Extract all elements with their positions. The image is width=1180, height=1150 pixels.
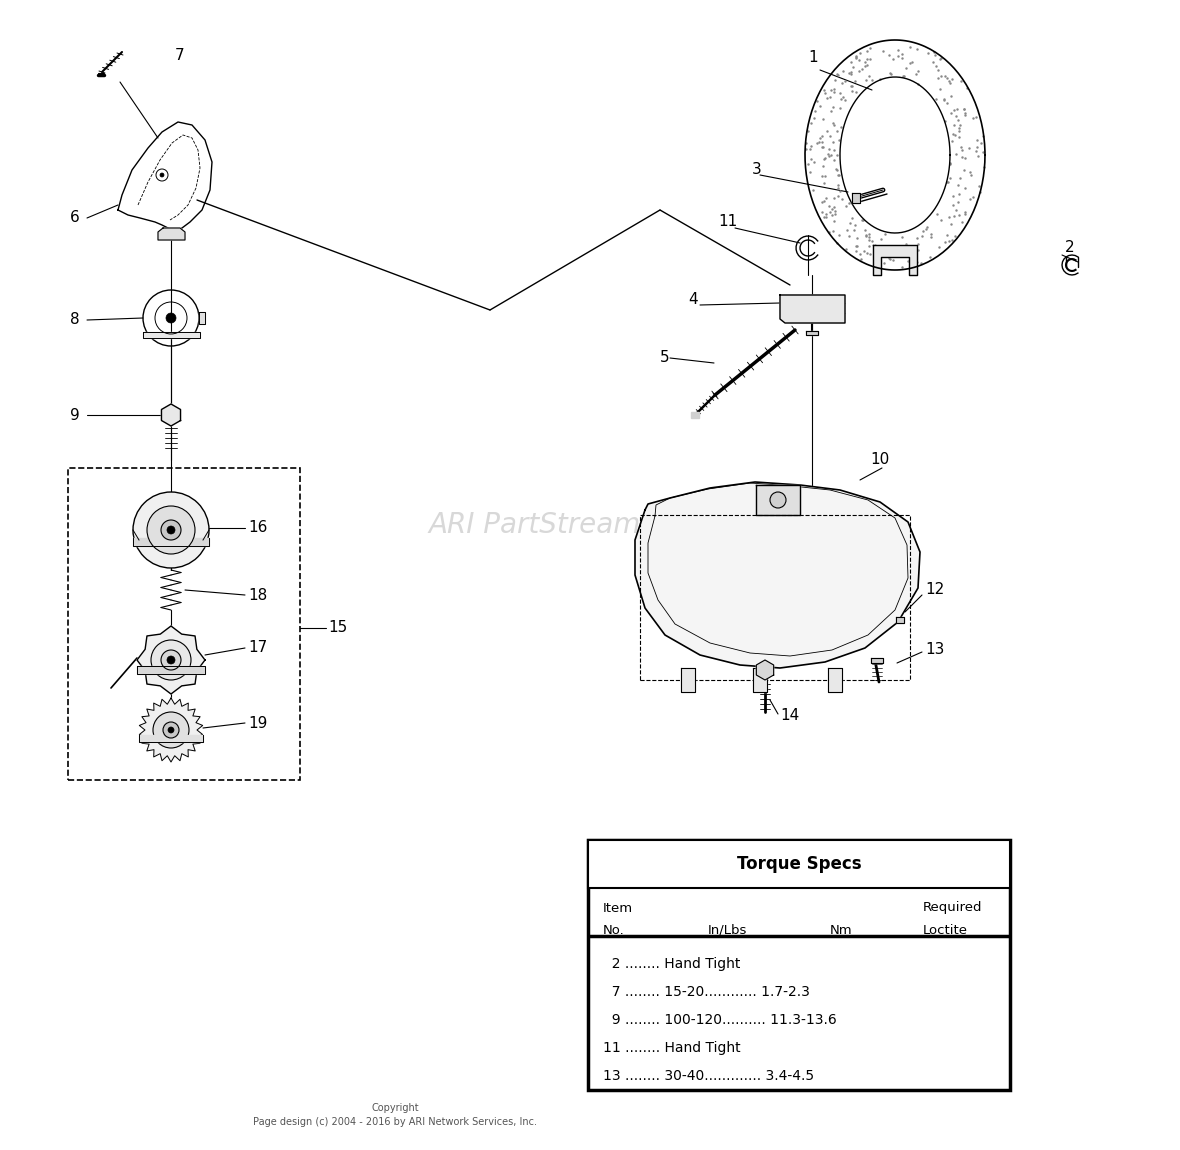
Text: 13: 13 bbox=[925, 643, 944, 658]
Polygon shape bbox=[753, 668, 767, 692]
Polygon shape bbox=[143, 332, 199, 338]
Text: 17: 17 bbox=[248, 641, 267, 656]
Polygon shape bbox=[871, 658, 883, 664]
Polygon shape bbox=[139, 735, 203, 742]
Circle shape bbox=[148, 506, 195, 554]
Text: 11: 11 bbox=[717, 215, 738, 230]
Circle shape bbox=[168, 727, 173, 733]
Text: 13 ........ 30-40............. 3.4-4.5: 13 ........ 30-40............. 3.4-4.5 bbox=[603, 1070, 814, 1083]
Text: 5: 5 bbox=[660, 351, 669, 366]
Text: 2 ........ Hand Tight: 2 ........ Hand Tight bbox=[603, 957, 740, 971]
Circle shape bbox=[151, 641, 191, 680]
Text: 11 ........ Hand Tight: 11 ........ Hand Tight bbox=[603, 1041, 741, 1055]
Polygon shape bbox=[896, 618, 904, 623]
Text: 7: 7 bbox=[175, 47, 184, 62]
Text: 9 ........ 100-120.......... 11.3-13.6: 9 ........ 100-120.......... 11.3-13.6 bbox=[603, 1013, 837, 1027]
Circle shape bbox=[160, 520, 181, 540]
Polygon shape bbox=[806, 331, 818, 335]
Text: Loctite: Loctite bbox=[923, 923, 968, 936]
Text: Copyright: Copyright bbox=[372, 1103, 419, 1113]
Circle shape bbox=[163, 722, 179, 738]
Text: In/Lbs: In/Lbs bbox=[708, 923, 747, 936]
Bar bbox=[640, 515, 910, 680]
Text: 1: 1 bbox=[808, 51, 818, 66]
Text: 16: 16 bbox=[248, 521, 268, 536]
Circle shape bbox=[166, 313, 176, 323]
Text: 4: 4 bbox=[688, 292, 697, 307]
Circle shape bbox=[133, 492, 209, 568]
Circle shape bbox=[153, 712, 189, 748]
Text: 6: 6 bbox=[70, 210, 80, 225]
Text: 8: 8 bbox=[70, 313, 79, 328]
Polygon shape bbox=[118, 122, 212, 230]
Bar bbox=[588, 840, 1010, 888]
Polygon shape bbox=[635, 482, 920, 668]
Text: 2: 2 bbox=[1066, 240, 1075, 255]
Text: 12: 12 bbox=[925, 583, 944, 598]
Bar bbox=[588, 840, 1010, 1090]
Text: 3: 3 bbox=[752, 162, 762, 177]
Text: 14: 14 bbox=[780, 707, 799, 722]
Circle shape bbox=[168, 656, 175, 664]
Polygon shape bbox=[162, 404, 181, 426]
Polygon shape bbox=[137, 666, 205, 674]
Polygon shape bbox=[756, 485, 800, 515]
Polygon shape bbox=[158, 228, 185, 240]
Polygon shape bbox=[780, 296, 845, 323]
Bar bbox=[68, 468, 300, 780]
Text: Required: Required bbox=[923, 902, 983, 914]
Text: 18: 18 bbox=[248, 588, 267, 603]
Text: Torque Specs: Torque Specs bbox=[736, 854, 861, 873]
Circle shape bbox=[168, 526, 175, 534]
Polygon shape bbox=[828, 668, 843, 692]
Polygon shape bbox=[756, 660, 774, 680]
Polygon shape bbox=[137, 626, 205, 693]
Text: No.: No. bbox=[603, 923, 624, 936]
Circle shape bbox=[160, 172, 164, 177]
Circle shape bbox=[160, 650, 181, 670]
Circle shape bbox=[771, 492, 786, 508]
Text: 9: 9 bbox=[70, 407, 80, 422]
Text: 15: 15 bbox=[328, 621, 347, 636]
Text: Page design (c) 2004 - 2016 by ARI Network Services, Inc.: Page design (c) 2004 - 2016 by ARI Netwo… bbox=[253, 1117, 537, 1127]
Text: ARI PartStream™: ARI PartStream™ bbox=[428, 511, 668, 539]
Polygon shape bbox=[133, 538, 209, 546]
Polygon shape bbox=[852, 193, 860, 204]
Text: 10: 10 bbox=[870, 452, 890, 468]
Polygon shape bbox=[199, 312, 205, 324]
Text: Item: Item bbox=[603, 902, 634, 914]
Text: 7 ........ 15-20............ 1.7-2.3: 7 ........ 15-20............ 1.7-2.3 bbox=[603, 986, 809, 999]
Polygon shape bbox=[873, 245, 917, 275]
Polygon shape bbox=[139, 698, 203, 762]
Text: Nm: Nm bbox=[830, 923, 853, 936]
Polygon shape bbox=[691, 412, 699, 417]
Text: 19: 19 bbox=[248, 715, 268, 730]
Polygon shape bbox=[681, 668, 695, 692]
